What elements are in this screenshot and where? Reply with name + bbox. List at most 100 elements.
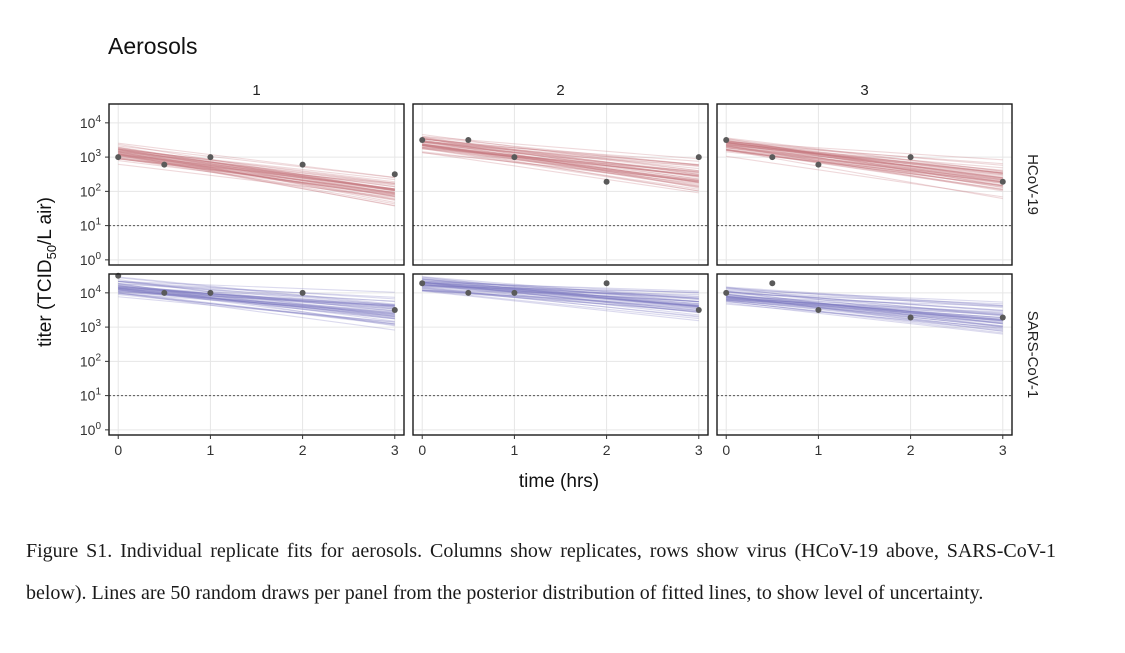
posterior-draw-line — [726, 145, 1003, 191]
posterior-draw-line — [422, 141, 699, 174]
posterior-draw-line — [726, 291, 1003, 311]
posterior-draw-line — [726, 145, 1003, 188]
posterior-draw-line — [726, 294, 1003, 321]
posterior-draw-line — [118, 142, 395, 178]
posterior-draw-line — [422, 138, 699, 180]
posterior-draw-line — [726, 300, 1003, 332]
posterior-draw-line — [726, 299, 1003, 316]
posterior-draw-line — [118, 293, 395, 313]
data-point — [207, 154, 214, 161]
posterior-draw-line — [118, 283, 395, 320]
posterior-draw-line — [726, 293, 1003, 321]
posterior-draw-line — [726, 302, 1003, 335]
panel-border — [716, 103, 1013, 266]
posterior-draw-line — [726, 296, 1003, 328]
x-tick-label: 0 — [722, 442, 730, 458]
posterior-draw-line — [118, 150, 395, 191]
posterior-draw-line — [118, 153, 395, 195]
posterior-draw-line — [726, 290, 1003, 307]
posterior-draw-line — [118, 153, 395, 190]
data-point — [161, 289, 168, 296]
panel-background — [413, 274, 708, 435]
posterior-draw-line — [726, 291, 1003, 315]
posterior-draw-line — [422, 282, 699, 307]
posterior-draw-line — [422, 280, 699, 294]
y-axis-label-main: titer (TCID — [35, 259, 56, 347]
posterior-draw-line — [422, 284, 699, 298]
x-tick-label: 2 — [603, 442, 611, 458]
posterior-draw-line — [118, 280, 395, 293]
posterior-draw-line — [726, 137, 1003, 187]
posterior-draw-line — [118, 148, 395, 184]
posterior-draw-line — [422, 144, 699, 188]
data-point — [299, 289, 306, 296]
data-point — [603, 280, 610, 287]
posterior-draw-line — [118, 150, 395, 184]
posterior-draw-line — [726, 299, 1003, 322]
posterior-draw-line — [118, 152, 395, 190]
posterior-draw-line — [726, 142, 1003, 179]
data-point — [207, 289, 214, 296]
data-point — [815, 306, 822, 313]
posterior-draw-line — [726, 287, 1003, 309]
posterior-draw-line — [422, 142, 699, 173]
y-tick-label: 101 — [80, 217, 102, 234]
posterior-draw-line — [118, 152, 395, 200]
data-point — [115, 154, 122, 161]
posterior-draw-line — [118, 154, 395, 190]
panel-background — [413, 104, 708, 265]
posterior-draw-line — [422, 141, 699, 173]
posterior-draw-line — [422, 284, 699, 306]
posterior-draw-line — [422, 138, 699, 175]
posterior-draw-line — [422, 143, 699, 180]
data-point — [465, 289, 472, 296]
posterior-draw-line — [422, 278, 699, 308]
data-point — [723, 136, 730, 143]
posterior-draw-line — [726, 142, 1003, 189]
posterior-draw-line — [118, 148, 395, 198]
posterior-draw-line — [726, 297, 1003, 316]
posterior-draw-line — [726, 141, 1003, 174]
facet-panel — [716, 103, 1013, 266]
posterior-draw-line — [422, 146, 699, 176]
posterior-draw-line — [726, 144, 1003, 175]
posterior-draw-line — [422, 284, 699, 303]
posterior-draw-line — [118, 148, 395, 181]
x-tick-label: 3 — [999, 442, 1007, 458]
posterior-draw-line — [726, 147, 1003, 183]
posterior-draw-line — [118, 151, 395, 195]
posterior-draw-line — [726, 145, 1003, 182]
posterior-draw-line — [726, 289, 1003, 303]
posterior-draw-line — [422, 285, 699, 302]
posterior-draw-line — [118, 294, 395, 323]
posterior-draw-line — [726, 141, 1003, 166]
posterior-draw-line — [726, 145, 1003, 177]
posterior-draw-line — [726, 296, 1003, 324]
x-tick-label: 0 — [418, 442, 426, 458]
panel-background — [717, 104, 1012, 265]
posterior-draw-line — [422, 141, 699, 183]
posterior-draw-line — [726, 299, 1003, 324]
posterior-draw-line — [726, 291, 1003, 325]
posterior-draw-line — [422, 151, 699, 194]
posterior-draw-line — [726, 299, 1003, 329]
posterior-draw-line — [726, 141, 1003, 179]
posterior-draw-line — [422, 283, 699, 308]
posterior-draw-line — [118, 148, 395, 183]
posterior-draw-line — [422, 146, 699, 177]
posterior-draw-line — [726, 143, 1003, 182]
posterior-draw-line — [422, 283, 699, 316]
posterior-draw-line — [118, 292, 395, 326]
posterior-draw-line — [422, 143, 699, 183]
posterior-draw-line — [118, 146, 395, 190]
column-strip-label: 2 — [556, 82, 564, 99]
posterior-draw-line — [726, 143, 1003, 179]
y-tick-label: 102 — [80, 182, 102, 199]
posterior-draw-line — [422, 290, 699, 322]
posterior-draw-line — [118, 150, 395, 188]
posterior-draw-line — [726, 288, 1003, 317]
data-point — [603, 178, 610, 185]
posterior-draw-line — [726, 143, 1003, 173]
posterior-draw-line — [422, 147, 699, 190]
posterior-draw-line — [726, 142, 1003, 176]
